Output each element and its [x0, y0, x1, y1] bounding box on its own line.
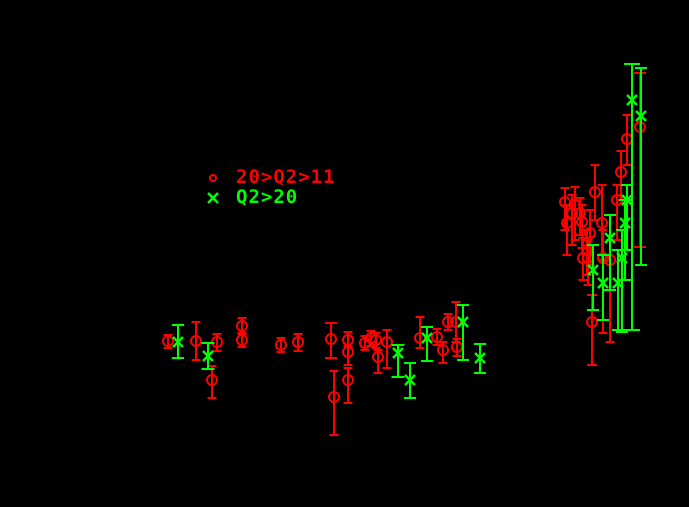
circle-marker-icon — [204, 169, 222, 187]
legend-label-20-q2-11: 20>Q2>11 — [236, 166, 336, 188]
legend-item-q2-20: Q2>20 — [204, 188, 336, 207]
legend-label-q2-20: Q2>20 — [236, 186, 299, 208]
legend: 20>Q2>11 Q2>20 — [204, 168, 336, 207]
legend-item-20-q2-11: 20>Q2>11 — [204, 168, 336, 187]
cross-marker-icon — [204, 189, 222, 207]
